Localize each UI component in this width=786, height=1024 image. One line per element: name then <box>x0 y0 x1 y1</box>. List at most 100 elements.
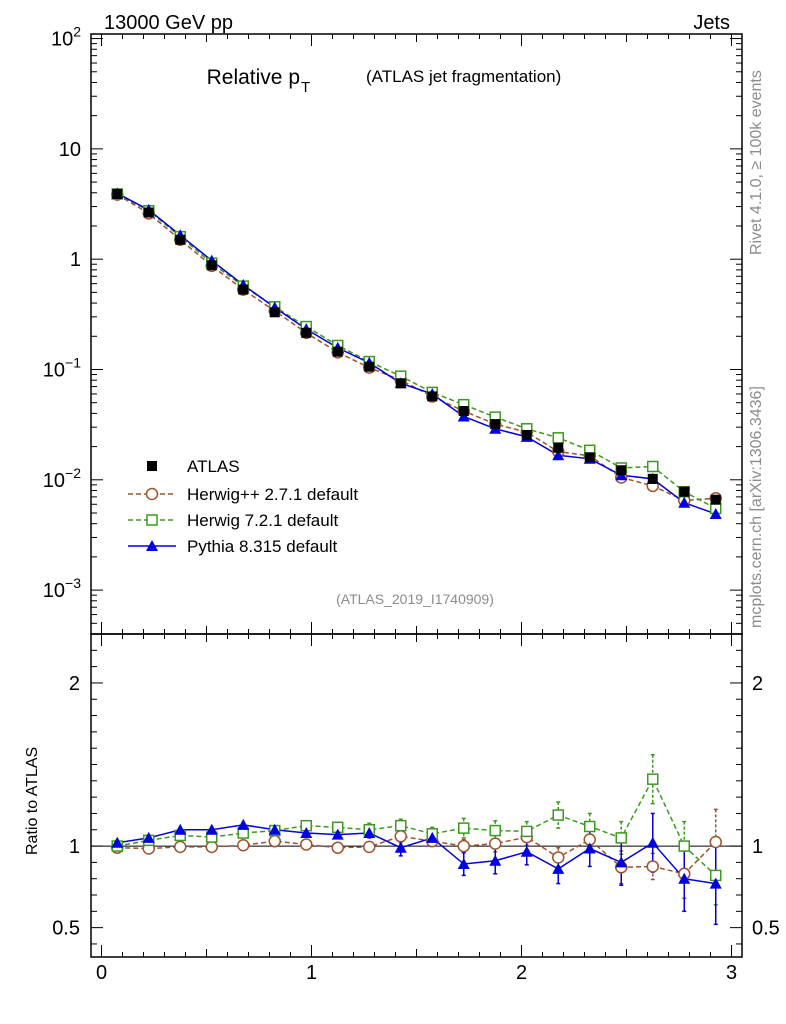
data-point-atlas <box>553 442 564 453</box>
x-tick-label: 3 <box>726 962 737 984</box>
ratio-y-label-right: 0.5 <box>752 918 780 940</box>
data-point-atlas <box>395 378 406 389</box>
y-tick-label: 1 <box>70 249 81 271</box>
ratio-point-herwigpp <box>709 835 722 849</box>
ratio-point-pythia <box>426 831 439 843</box>
data-point-atlas <box>458 406 469 417</box>
ratio-point-pythia <box>174 823 187 835</box>
data-point-atlas <box>206 260 217 271</box>
data-point-atlas <box>584 452 595 463</box>
data-point-atlas <box>332 346 343 357</box>
legend-label-pythia: Pythia 8.315 default <box>187 537 338 556</box>
ratio-point-herwigpp <box>331 841 344 854</box>
ratio-point-herwigpp <box>394 830 407 843</box>
ratio-ylabel: Ratio to ATLAS <box>24 747 41 855</box>
y-tick-label-exp: −2 <box>65 465 81 481</box>
ratio-point-pythia <box>331 828 344 840</box>
ratio-point-pythia <box>268 823 281 835</box>
legend-label-herwigpp: Herwig++ 2.7.1 default <box>187 485 358 504</box>
chart-title: Relative p T (ATLAS jet fragmentation) <box>207 66 562 96</box>
ratio-plot-area <box>111 753 722 926</box>
ratio-point-herwigpp <box>489 837 502 850</box>
ratio-point-herwig7 <box>458 822 470 834</box>
data-point-atlas <box>427 391 438 402</box>
ratio-point-herwig7 <box>395 819 407 832</box>
data-point-atlas <box>238 284 249 295</box>
ratio-axis-ticks: 2 2 1 1 0.5 0.5 0 1 2 3 <box>52 634 780 984</box>
side-rivet-text: Rivet 4.1.0, ≥ 100k events <box>748 70 765 255</box>
legend-marker-herwigpp <box>145 487 159 501</box>
data-point-atlas <box>301 327 312 338</box>
title-paren: (ATLAS jet fragmentation) <box>366 67 561 86</box>
data-point-atlas <box>616 465 627 476</box>
data-point-atlas <box>647 473 658 484</box>
x-tick-label: 1 <box>306 962 317 984</box>
ratio-point-herwigpp <box>237 839 250 852</box>
data-point-herwig7 <box>552 432 564 444</box>
data-point-pythia <box>709 507 722 519</box>
ratio-point-pythia <box>237 818 250 830</box>
ratio-point-herwigpp <box>300 838 313 851</box>
y-tick-label: 102 <box>51 24 81 51</box>
ratio-point-pythia <box>552 862 565 874</box>
y-tick-label-exp: −3 <box>65 575 81 591</box>
title-main: Relative p <box>207 66 300 89</box>
ratio-point-pythia <box>583 842 596 854</box>
x-tick-label: 2 <box>516 962 527 984</box>
ratio-point-herwigpp <box>552 851 565 864</box>
ratio-point-herwigpp <box>457 839 470 853</box>
ratio-y-label-left: 0.5 <box>52 918 80 940</box>
ratio-point-pythia <box>300 827 313 839</box>
data-point-herwig7 <box>647 460 659 473</box>
y-tick-label-base: 10 <box>43 580 65 602</box>
data-point-atlas <box>710 494 721 505</box>
data-point-atlas <box>175 234 186 245</box>
ratio-point-pythia <box>111 836 124 848</box>
legend-marker-atlas <box>147 461 157 471</box>
ratio-point-pythia <box>142 831 155 843</box>
legend-label-atlas: ATLAS <box>187 457 240 476</box>
x-tick-label: 0 <box>96 962 107 984</box>
side-mcplots-text: mcplots.cern.ch [arXiv:1306.3436] <box>748 386 765 628</box>
y-tick-label-exp: 2 <box>73 24 81 40</box>
ratio-point-herwig7 <box>678 840 690 852</box>
ratio-point-pythia <box>363 827 376 839</box>
ratio-y-label-right: 1 <box>752 836 763 858</box>
ratio-point-pythia <box>489 854 502 866</box>
title-sub: T <box>301 79 310 96</box>
ratio-point-pythia <box>205 823 218 835</box>
ratio-point-pythia <box>394 841 407 853</box>
legend-marker-pythia <box>146 540 158 551</box>
header-left: 13000 GeV pp <box>104 12 233 34</box>
y-tick-label-base: 10 <box>43 359 65 381</box>
ratio-y-label-left: 1 <box>69 836 80 858</box>
ratio-y-label-right: 2 <box>752 673 763 695</box>
data-point-atlas <box>679 486 690 497</box>
y-tick-label: 10−2 <box>43 465 81 492</box>
ratio-point-herwig7 <box>615 832 627 844</box>
data-point-atlas <box>364 361 375 372</box>
header-right: Jets <box>693 12 730 34</box>
ratio-line-herwig7 <box>117 777 717 876</box>
legend-marker-herwig7 <box>146 514 158 526</box>
main-plot-area <box>111 187 722 519</box>
ratio-y-label-left: 2 <box>69 673 80 695</box>
y-tick-label-exp: −1 <box>65 354 81 370</box>
ratio-point-pythia <box>709 877 722 889</box>
y-tick-label: 10−1 <box>43 354 81 381</box>
ratio-line-pythia <box>117 824 716 885</box>
data-point-atlas <box>112 188 123 199</box>
data-point-atlas <box>490 419 501 430</box>
ratio-point-herwig7 <box>552 809 564 821</box>
ratio-point-pythia <box>615 856 628 868</box>
y-tick-label-base: 10 <box>51 29 73 51</box>
ratio-point-herwigpp <box>205 840 218 854</box>
legend-label-herwig7: Herwig 7.2.1 default <box>187 511 338 530</box>
data-point-atlas <box>521 429 532 440</box>
data-point-atlas <box>269 307 280 318</box>
data-point-pythia <box>552 449 565 461</box>
ratio-point-pythia <box>646 836 659 848</box>
ratio-point-herwig7 <box>647 773 659 785</box>
